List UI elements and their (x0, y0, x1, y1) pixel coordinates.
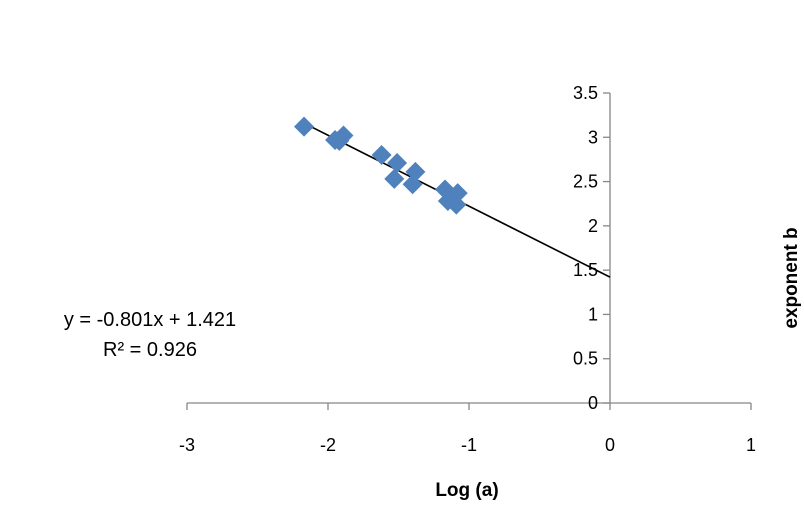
trendline-equation: y = -0.801x + 1.421 (64, 309, 236, 331)
x-tick-label: -2 (320, 435, 336, 455)
y-tick-label: 3.5 (573, 83, 598, 103)
y-tick-label: 0 (588, 393, 598, 413)
data-point (384, 168, 405, 189)
x-axis-title: Log (a) (435, 480, 498, 501)
y-tick-label: 1 (588, 304, 598, 324)
labels-layer: -3 -2 -1 0 1 0 0.5 1 1.5 2 2.5 3 3.5 (179, 83, 756, 455)
x-tick-label: -1 (461, 435, 477, 455)
trendline-r-squared: R² = 0.926 (103, 339, 197, 361)
data-point (371, 145, 392, 165)
data-point (402, 174, 423, 195)
data-point (294, 116, 315, 137)
y-tick-label: 3 (588, 127, 598, 147)
x-tick-label: 1 (746, 435, 756, 455)
data-point (333, 125, 354, 146)
data-point (446, 194, 467, 215)
x-tick-label: 0 (605, 435, 615, 455)
y-tick-label: 2 (588, 216, 598, 236)
y-tick-label: 2.5 (573, 172, 598, 192)
points-layer (294, 116, 468, 215)
y-tick-label: 1.5 (573, 260, 598, 280)
x-tick-label: -3 (179, 435, 195, 455)
data-point (387, 152, 408, 173)
axes-layer (186, 92, 752, 410)
data-point (447, 183, 468, 204)
y-tick-label: 0.5 (573, 349, 598, 369)
y-axis-title: exponent b (781, 227, 802, 328)
